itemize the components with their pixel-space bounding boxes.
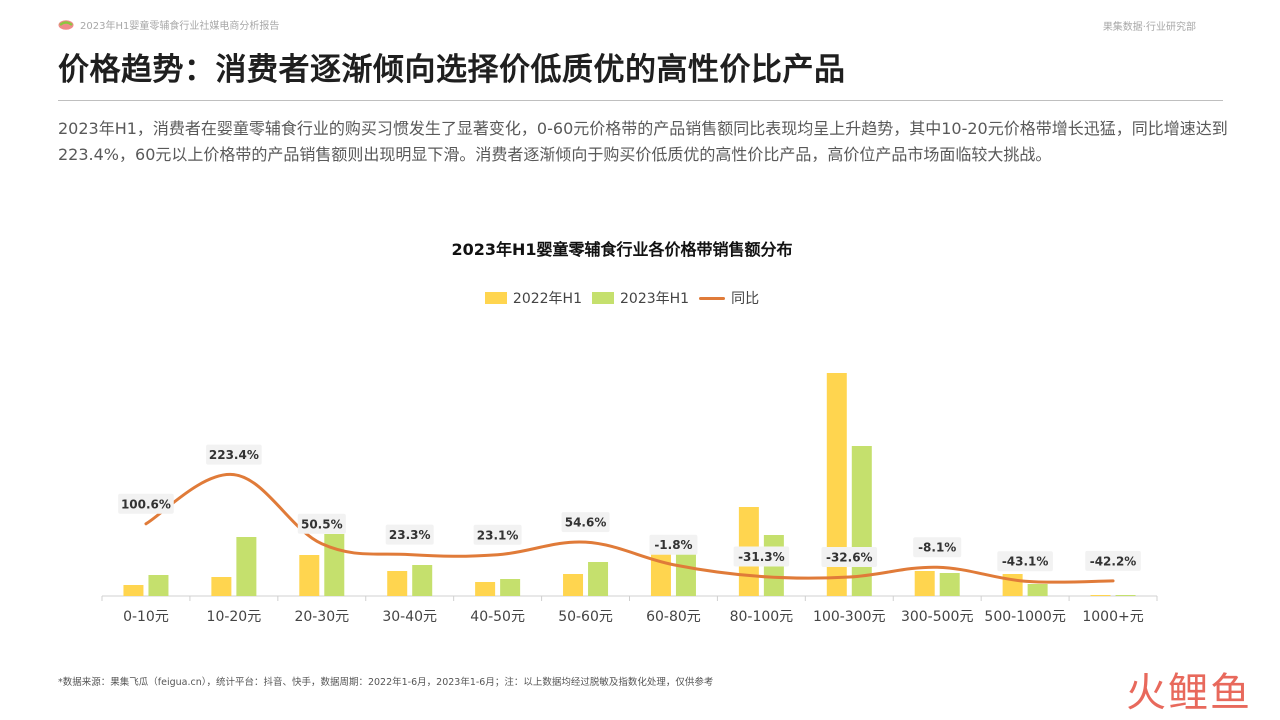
data-label-bg-8 — [821, 547, 878, 568]
bar-2022-2 — [299, 555, 320, 596]
legend-item-yoy: 同比 — [699, 288, 759, 308]
bar-2023-10 — [1027, 584, 1048, 596]
bar-2023-4 — [500, 579, 521, 596]
data-label-3: 23.3% — [389, 528, 431, 542]
bar-2022-8 — [826, 373, 847, 596]
data-label-9: -8.1% — [918, 541, 956, 555]
bar-2023-0 — [148, 575, 169, 596]
bar-2022-4 — [475, 582, 496, 596]
watermark-char-3: 鱼 — [1210, 670, 1250, 716]
bar-2022-0 — [123, 585, 144, 596]
bar-2023-5 — [588, 562, 609, 596]
data-label-5: 54.6% — [565, 516, 607, 530]
data-label-bg-9 — [913, 537, 962, 558]
legend-swatch-yoy — [699, 296, 726, 300]
bar-2022-3 — [387, 571, 408, 596]
summary-paragraph: 2023年H1，消费者在婴童零辅食行业的购买习惯发生了显著变化，0-60元价格带… — [58, 119, 1228, 164]
bar-2023-8 — [851, 446, 872, 596]
data-label-2: 50.5% — [301, 517, 343, 531]
bar-2023-6 — [675, 552, 696, 596]
report-header: 2023年H1婴童零辅食行业社媒电商分析报告 — [58, 14, 279, 34]
footnote: *数据来源：果集飞瓜（feigua.cn），统计平台：抖音、快手，数据周期：20… — [58, 677, 714, 688]
data-label-1: 223.4% — [209, 448, 259, 462]
data-label-7: -31.3% — [738, 550, 785, 564]
fruit-logo-icon — [58, 19, 74, 30]
data-label-11: -42.2% — [1090, 554, 1137, 568]
data-label-8: -32.6% — [826, 551, 873, 565]
bar-2022-1 — [211, 577, 232, 596]
data-label-bg-4 — [473, 524, 522, 545]
data-label-bg-10 — [997, 551, 1053, 572]
legend-swatch-2023 — [592, 292, 614, 304]
x-tick-label-10: 500-1000元 — [984, 609, 1065, 625]
x-tick-label-9: 300-500元 — [901, 609, 974, 625]
legend-label-2022: 2022年H1 — [512, 291, 582, 307]
watermark-char-2: 鲤 — [1168, 670, 1208, 716]
title-divider — [58, 100, 1223, 101]
bar-2023-1 — [236, 537, 257, 596]
bar-2022-11 — [1090, 595, 1111, 596]
x-tick-label-4: 40-50元 — [470, 609, 525, 625]
data-label-6: -1.8% — [654, 538, 692, 552]
x-tick-label-3: 30-40元 — [382, 609, 437, 625]
bar-2023-9 — [939, 573, 960, 596]
x-tick-label-0: 0-10元 — [123, 609, 169, 625]
yoy-line — [144, 473, 1115, 584]
x-tick-label-8: 100-300元 — [813, 609, 886, 625]
bar-2023-3 — [412, 565, 433, 596]
data-label-bg-6 — [649, 534, 698, 555]
data-label-bg-1 — [206, 444, 262, 465]
x-tick-label-11: 1000+元 — [1082, 609, 1143, 625]
bar-2022-5 — [563, 574, 584, 596]
x-tick-label-2: 20-30元 — [294, 609, 349, 625]
data-label-bg-3 — [385, 524, 434, 545]
data-label-bg-2 — [297, 513, 346, 534]
x-tick-label-5: 50-60元 — [558, 609, 613, 625]
watermark-graphic: 火 鲤 鱼 — [1126, 670, 1250, 716]
data-label-bg-7 — [733, 546, 790, 567]
company-name: 果集数据·行业研究部 — [1102, 22, 1196, 33]
data-label-10: -43.1% — [1002, 555, 1049, 569]
data-label-0: 100.6% — [121, 497, 171, 511]
legend-label-2023: 2023年H1 — [620, 291, 690, 307]
data-label-4: 23.1% — [477, 528, 519, 542]
bar-2023-2 — [324, 534, 345, 596]
report-title: 2023年H1婴童零辅食行业社媒电商分析报告 — [80, 20, 280, 32]
data-label-bg-5 — [561, 512, 610, 533]
watermark-logo: 火 鲤 鱼 — [1124, 668, 1254, 716]
legend-swatch-2022 — [484, 292, 507, 304]
x-tick-label-7: 80-100元 — [730, 609, 794, 625]
chart-title: 2023年H1婴童零辅食行业各价格带销售额分布 — [451, 240, 793, 259]
bar-2022-9 — [914, 571, 935, 596]
data-label-bg-11 — [1085, 550, 1141, 571]
chart-legend: 2022年H1 2023年H1 同比 — [0, 288, 1244, 308]
legend-item-2022: 2022年H1 — [484, 288, 582, 308]
page-title: 价格趋势：消费者逐渐倾向选择价低质优的高性价比产品 — [58, 52, 846, 88]
data-label-bg-0 — [118, 493, 174, 514]
watermark-char-1: 火 — [1126, 670, 1166, 716]
bar-2023-11 — [1115, 595, 1136, 596]
legend-item-2023: 2023年H1 — [592, 288, 689, 308]
x-tick-label-1: 10-20元 — [207, 609, 262, 625]
x-tick-label-6: 60-80元 — [646, 609, 701, 625]
legend-label-yoy: 同比 — [731, 291, 760, 307]
